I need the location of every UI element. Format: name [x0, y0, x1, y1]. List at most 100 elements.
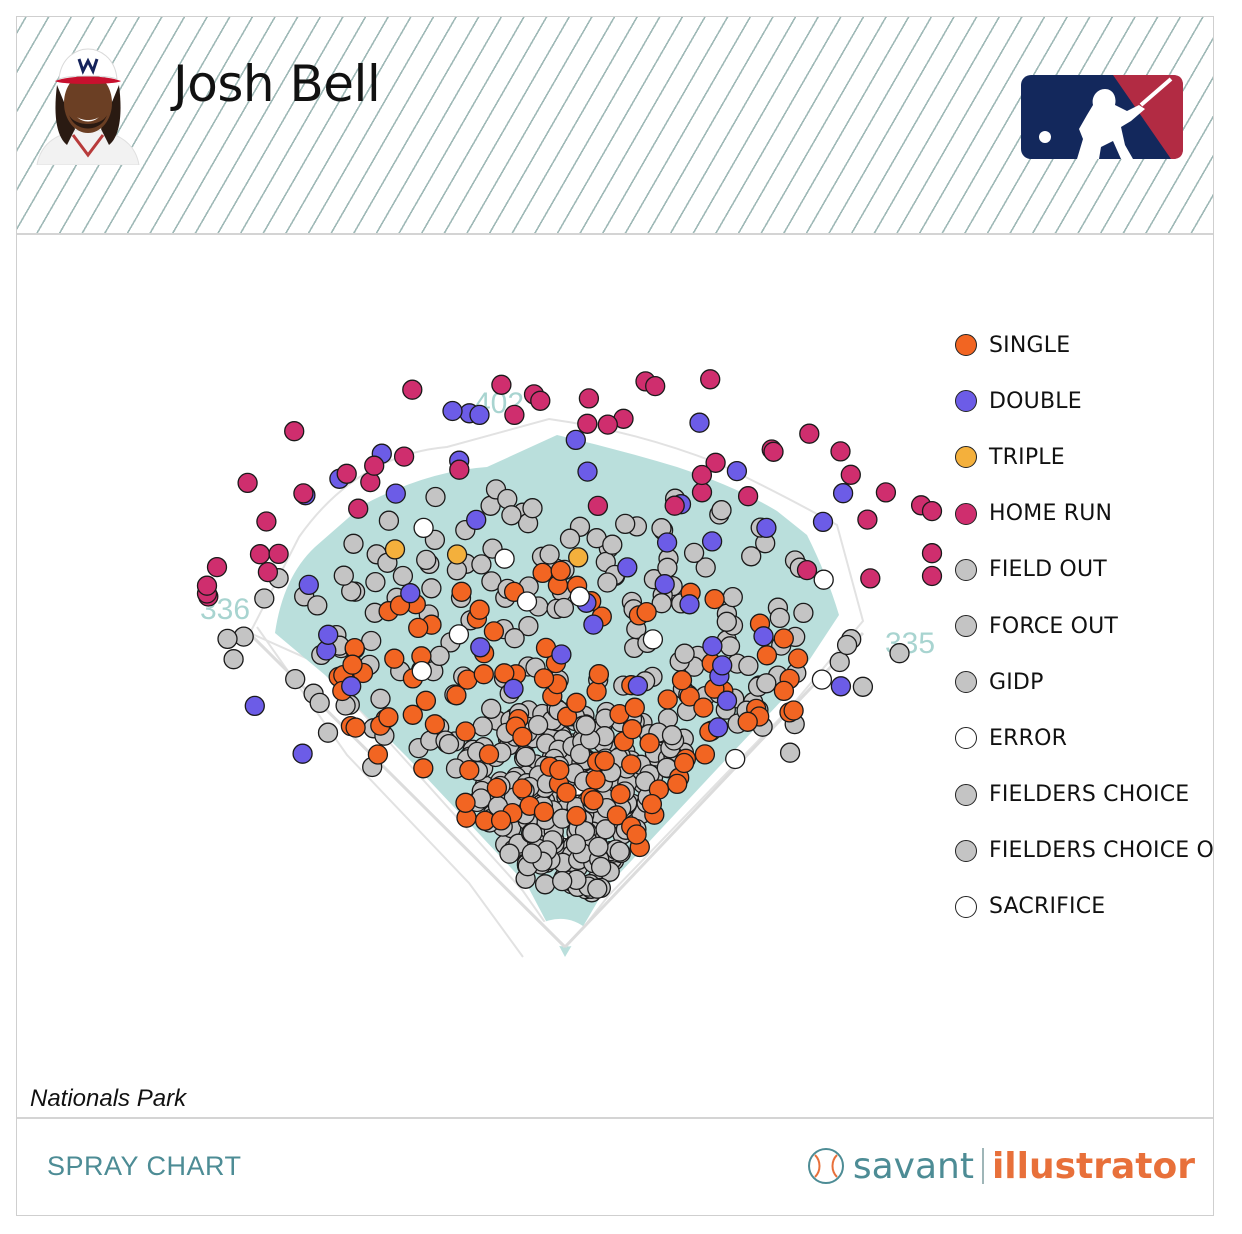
hit-point-field-out[interactable]: [769, 607, 790, 629]
hit-point-single[interactable]: [424, 714, 446, 735]
hit-point-home-run[interactable]: [393, 446, 415, 467]
legend-item[interactable]: DOUBLE: [955, 373, 1215, 429]
hit-point-home-run[interactable]: [664, 495, 685, 516]
hit-point-field-out[interactable]: [539, 544, 560, 565]
hit-point-single[interactable]: [483, 621, 505, 642]
hit-point-field-out[interactable]: [504, 628, 525, 649]
hit-point-single[interactable]: [585, 769, 606, 790]
hit-point-home-run[interactable]: [293, 483, 314, 504]
hit-point-field-out[interactable]: [534, 874, 556, 895]
hit-point-single[interactable]: [610, 783, 631, 805]
hit-point-error[interactable]: [642, 629, 664, 650]
hit-point-field-out[interactable]: [285, 668, 306, 690]
hit-point-single[interactable]: [671, 670, 693, 691]
hit-point-double[interactable]: [712, 655, 733, 676]
hit-point-home-run[interactable]: [763, 441, 784, 462]
hit-point-field-out[interactable]: [438, 733, 460, 755]
hit-point-field-out[interactable]: [711, 500, 732, 521]
hit-point-single[interactable]: [408, 617, 429, 639]
hit-point-field-out[interactable]: [429, 645, 450, 667]
hit-point-single[interactable]: [556, 706, 578, 727]
hit-point-home-run[interactable]: [799, 423, 820, 444]
hit-point-field-out[interactable]: [370, 688, 391, 709]
hit-point-single[interactable]: [415, 690, 437, 711]
hit-point-single[interactable]: [533, 668, 555, 689]
hit-point-field-out[interactable]: [254, 588, 275, 609]
hit-point-single[interactable]: [532, 562, 553, 584]
hit-point-single[interactable]: [446, 685, 467, 706]
hit-point-double[interactable]: [830, 676, 852, 697]
hit-point-single[interactable]: [588, 664, 610, 685]
hit-point-field-out[interactable]: [779, 742, 801, 763]
hit-point-field-out[interactable]: [836, 634, 858, 656]
hit-point-field-out[interactable]: [518, 615, 539, 637]
legend-item[interactable]: GIDP: [955, 654, 1215, 710]
hit-point-home-run[interactable]: [860, 568, 881, 589]
hit-point-field-out[interactable]: [741, 546, 762, 567]
hit-point-single[interactable]: [413, 758, 434, 779]
hit-point-single[interactable]: [704, 588, 725, 610]
hit-point-single[interactable]: [512, 726, 533, 748]
hit-point-single[interactable]: [345, 717, 366, 738]
hit-point-field-out[interactable]: [499, 843, 520, 864]
hit-point-double[interactable]: [753, 626, 774, 647]
hit-point-double[interactable]: [503, 678, 524, 699]
hit-point-field-out[interactable]: [852, 676, 874, 697]
hit-point-single[interactable]: [469, 599, 490, 620]
hit-point-single[interactable]: [773, 680, 795, 702]
hit-point-single[interactable]: [583, 790, 604, 811]
hit-point-home-run[interactable]: [577, 413, 598, 434]
hit-point-single[interactable]: [783, 700, 804, 721]
legend-item[interactable]: FORCE OUT: [955, 598, 1215, 654]
hit-point-single[interactable]: [594, 750, 615, 771]
hit-point-double[interactable]: [654, 574, 675, 595]
hit-point-field-out[interactable]: [889, 643, 910, 664]
hit-point-home-run[interactable]: [237, 472, 258, 494]
hit-point-double[interactable]: [707, 717, 729, 738]
hit-point-field-out[interactable]: [615, 513, 636, 535]
hit-point-single[interactable]: [455, 721, 476, 742]
hit-point-single[interactable]: [756, 645, 778, 666]
hit-point-double[interactable]: [551, 644, 572, 665]
hit-point-field-out[interactable]: [333, 565, 354, 586]
hit-point-field-out[interactable]: [522, 822, 543, 844]
hit-point-single[interactable]: [459, 759, 480, 781]
hit-point-double[interactable]: [812, 511, 834, 533]
hit-point-single[interactable]: [478, 744, 500, 765]
hit-point-single[interactable]: [566, 692, 587, 713]
hit-point-double[interactable]: [627, 675, 649, 696]
hit-point-single[interactable]: [342, 654, 363, 675]
hit-point-home-run[interactable]: [691, 482, 713, 503]
hit-point-single[interactable]: [641, 793, 663, 815]
hit-point-single[interactable]: [621, 754, 642, 775]
hit-point-single[interactable]: [787, 648, 809, 669]
hit-point-single[interactable]: [636, 601, 657, 623]
legend-item[interactable]: ERROR: [955, 710, 1215, 766]
hit-point-double[interactable]: [716, 690, 738, 711]
hit-point-double[interactable]: [679, 594, 700, 615]
hit-point-single[interactable]: [550, 560, 571, 582]
hit-point-home-run[interactable]: [530, 390, 551, 411]
hit-point-double[interactable]: [292, 743, 313, 764]
hit-point-home-run[interactable]: [700, 369, 721, 390]
hit-point-field-out[interactable]: [719, 636, 741, 657]
hit-point-field-out[interactable]: [425, 486, 446, 508]
hit-point-double[interactable]: [701, 531, 723, 552]
hit-point-double[interactable]: [385, 483, 406, 504]
hit-point-field-out[interactable]: [309, 692, 330, 714]
hit-point-single[interactable]: [566, 805, 587, 827]
hit-point-field-out[interactable]: [738, 655, 759, 677]
hit-point-field-out[interactable]: [674, 643, 695, 664]
hit-point-double[interactable]: [583, 614, 604, 635]
hit-point-single[interactable]: [586, 681, 607, 702]
hit-point-home-run[interactable]: [364, 455, 385, 476]
hit-point-home-run[interactable]: [857, 509, 878, 530]
hit-point-double[interactable]: [470, 637, 491, 658]
hit-point-single[interactable]: [486, 777, 508, 799]
hit-point-home-run[interactable]: [705, 452, 726, 473]
hit-point-field-out[interactable]: [527, 714, 549, 736]
hit-point-single[interactable]: [512, 778, 533, 799]
hit-point-field-out[interactable]: [223, 649, 244, 670]
hit-point-home-run[interactable]: [578, 388, 600, 409]
hit-point-single[interactable]: [622, 719, 643, 740]
